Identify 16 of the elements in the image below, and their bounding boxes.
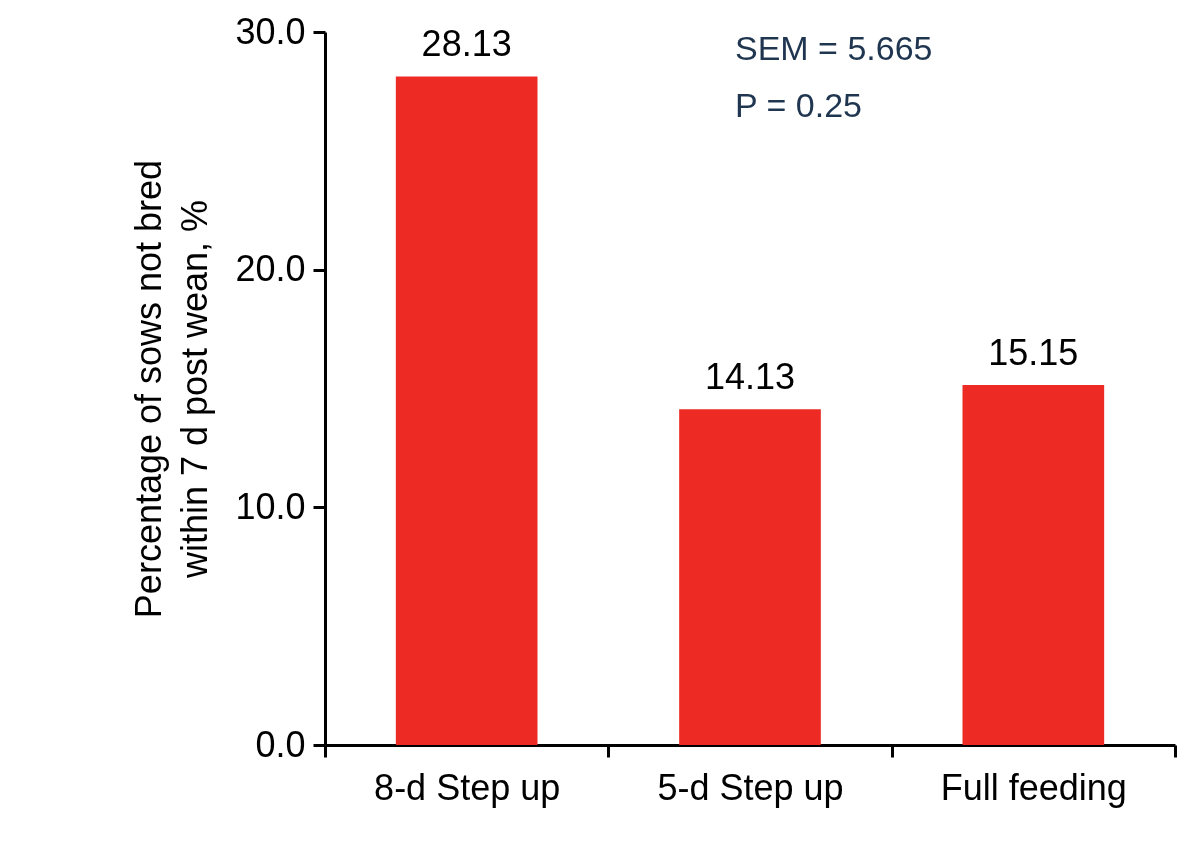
y-tick-label: 10.0 xyxy=(235,485,306,527)
y-tick-label: 20.0 xyxy=(235,248,306,290)
x-tick-label: Full feeding xyxy=(940,766,1127,808)
y-tick-label: 30.0 xyxy=(235,10,306,52)
annotation: SEM = 5.665 xyxy=(735,29,933,67)
data-label: 15.15 xyxy=(988,331,1079,373)
data-label: 14.13 xyxy=(704,356,796,398)
annotation: P = 0.25 xyxy=(735,86,862,124)
bar xyxy=(962,384,1105,745)
data-label: 28.13 xyxy=(421,23,512,65)
bar xyxy=(679,409,821,745)
x-tick-label: 5-d Step up xyxy=(657,766,844,808)
bar xyxy=(395,76,538,745)
y-axis-title: Percentage of sows not bred within 7 d post wean, % xyxy=(128,159,216,619)
y-tick-label: 0.0 xyxy=(255,723,306,765)
x-tick-label: 8-d Step up xyxy=(374,766,561,808)
